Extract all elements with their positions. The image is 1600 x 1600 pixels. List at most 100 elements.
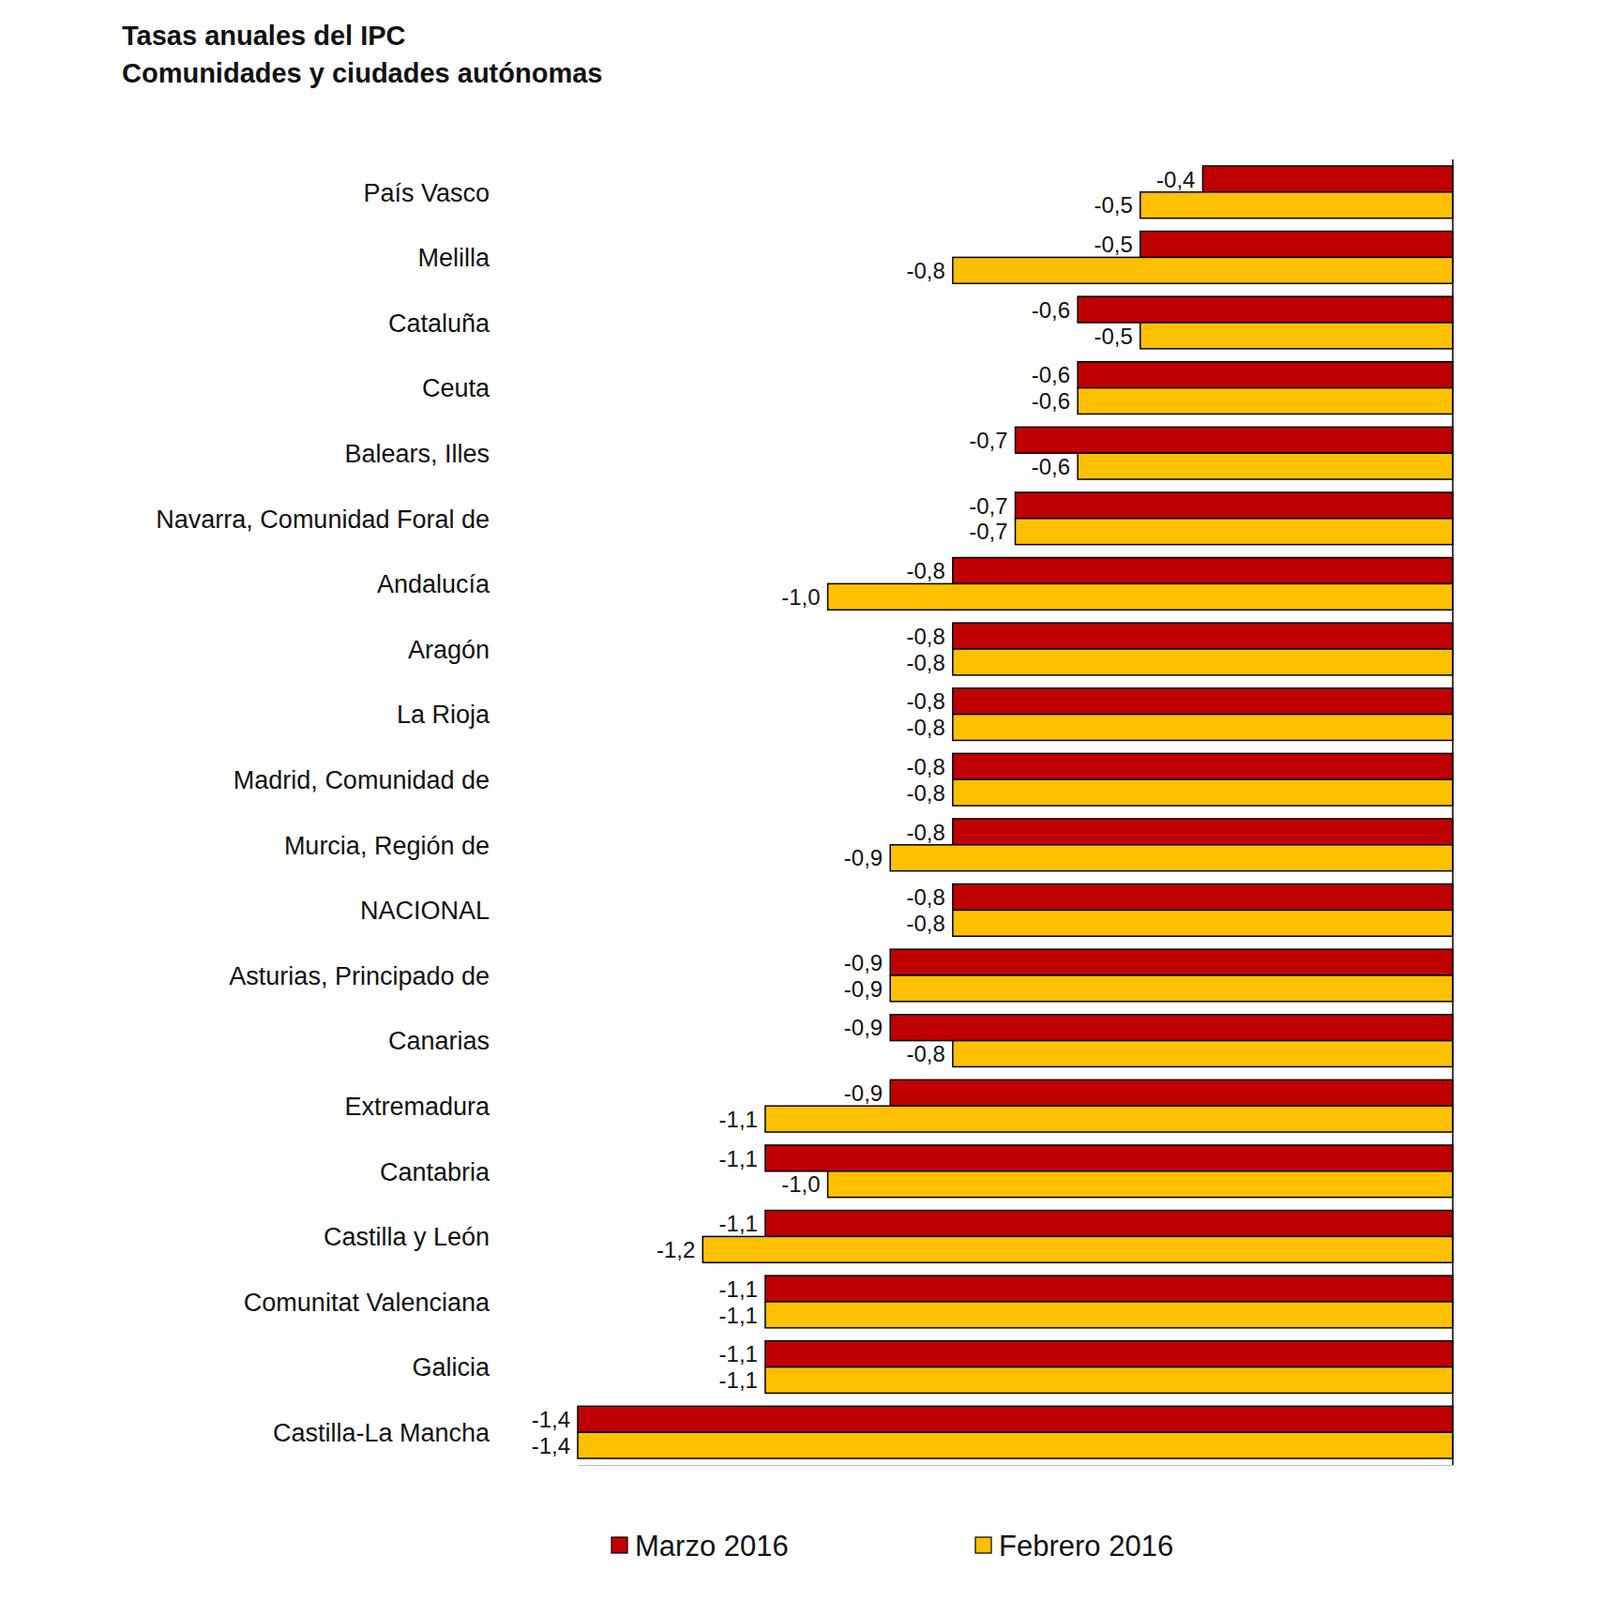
category-label: Extremadura (344, 1092, 491, 1121)
bar (890, 1079, 1453, 1106)
chart: Tasas anuales del IPC Comunidades y ciuda… (0, 0, 1600, 1600)
category-label: Ceuta (422, 374, 491, 403)
bar (1015, 426, 1454, 453)
bar (765, 1105, 1453, 1133)
category-label: Andalucía (377, 570, 491, 599)
category-label: Murcia, Región de (284, 831, 490, 861)
data-label: -0,8 (905, 754, 945, 780)
bar (1077, 388, 1453, 415)
category-label: Cantabria (379, 1158, 491, 1187)
axis-line (1451, 159, 1454, 1465)
bar (765, 1301, 1453, 1329)
bar (952, 256, 1453, 284)
data-label: -1,0 (781, 1171, 820, 1197)
data-label: -0,8 (905, 257, 945, 284)
category-label: Aragón (407, 635, 490, 665)
legend-swatch (611, 1537, 628, 1554)
bar (952, 909, 1453, 936)
bar (765, 1145, 1453, 1172)
bar (1015, 492, 1454, 519)
category-label: Asturias, Principado de (228, 962, 490, 991)
data-labels: -0,4-0,5-0,6-0,6-0,7-0,7-0,8-0,8-0,8-0,8… (531, 166, 1196, 1459)
category-label: Balears, Illes (344, 439, 490, 468)
legend: Marzo 2016 Febrero 2016 (611, 1529, 1174, 1563)
legend-label: Febrero 2016 (998, 1529, 1174, 1563)
bar (577, 1405, 1453, 1433)
data-label: -0,7 (968, 518, 1008, 544)
category-label: Cataluña (388, 309, 491, 338)
data-label: -0,8 (905, 623, 945, 650)
data-label: -0,8 (905, 1041, 945, 1067)
data-label: -0,8 (905, 819, 945, 846)
data-label: -0,8 (905, 910, 945, 936)
bar (1140, 231, 1453, 258)
category-label: NACIONAL (360, 896, 490, 925)
data-label: -0,4 (1156, 166, 1195, 193)
data-label: -0,9 (844, 950, 883, 976)
bar (1015, 518, 1454, 545)
data-label: -0,9 (844, 845, 883, 871)
data-label: -1,1 (719, 1341, 758, 1367)
bar (765, 1341, 1453, 1368)
data-label: -0,5 (1093, 323, 1133, 349)
data-label: -1,2 (656, 1237, 695, 1263)
bar (952, 884, 1453, 911)
data-label: -0,5 (1093, 192, 1133, 218)
bar (952, 558, 1453, 585)
data-label: -1,1 (719, 1106, 758, 1133)
data-label: -0,8 (905, 780, 945, 806)
bar (828, 583, 1453, 610)
data-label: -0,9 (844, 1080, 883, 1106)
bar (765, 1275, 1453, 1302)
category-label: Navarra, Comunidad Foral de (155, 505, 490, 534)
bar (1077, 362, 1453, 389)
bar (952, 649, 1453, 676)
bars (577, 166, 1453, 1459)
data-label: -0,6 (1031, 297, 1071, 323)
data-label: -0,6 (1031, 388, 1071, 414)
bar (952, 622, 1453, 650)
category-label: Melilla (417, 243, 491, 272)
bar (765, 1210, 1453, 1238)
category-label: Castilla y León (323, 1222, 490, 1252)
legend-label: Marzo 2016 (634, 1529, 789, 1563)
bar (952, 714, 1453, 741)
data-label: -0,9 (844, 1014, 883, 1041)
data-label: -1,1 (719, 1367, 758, 1393)
data-label: -0,5 (1093, 231, 1133, 257)
category-label: Comunitat Valenciana (243, 1288, 491, 1317)
bar (952, 1041, 1453, 1068)
bar (952, 688, 1453, 715)
bar (1202, 166, 1453, 193)
data-label: -0,8 (905, 688, 945, 714)
axis-domain (578, 1464, 1454, 1466)
subtitle: Comunidades y ciudades autónomas (121, 58, 603, 89)
category-label: Canarias (388, 1026, 490, 1056)
bar (1077, 296, 1453, 323)
bar (1077, 452, 1453, 480)
data-label: -0,8 (905, 649, 945, 676)
bar (890, 1014, 1453, 1042)
category-label: Galicia (411, 1353, 491, 1382)
bar (702, 1236, 1453, 1263)
title: Tasas anuales del IPC (121, 20, 407, 51)
data-label: -1,1 (719, 1210, 758, 1237)
bar (1140, 192, 1453, 219)
data-label: -1,1 (719, 1276, 758, 1302)
category-axis (1452, 159, 1454, 1465)
bar (1140, 322, 1453, 349)
legend-swatch (975, 1537, 992, 1554)
bar (890, 949, 1453, 976)
value-axis (578, 1464, 1454, 1466)
bar (577, 1432, 1453, 1459)
data-label: -0,6 (1031, 453, 1071, 480)
category-label: País Vasco (362, 179, 490, 208)
category-label: La Rioja (396, 700, 491, 729)
data-label: -0,8 (905, 714, 945, 740)
data-label: -0,7 (968, 493, 1008, 519)
data-label: -0,6 (1031, 362, 1071, 388)
bar (952, 818, 1453, 846)
category-labels: País Vasco Melilla Cataluña Ceuta Balears, I… (155, 179, 491, 1448)
bar (952, 779, 1453, 806)
bar (765, 1367, 1453, 1394)
